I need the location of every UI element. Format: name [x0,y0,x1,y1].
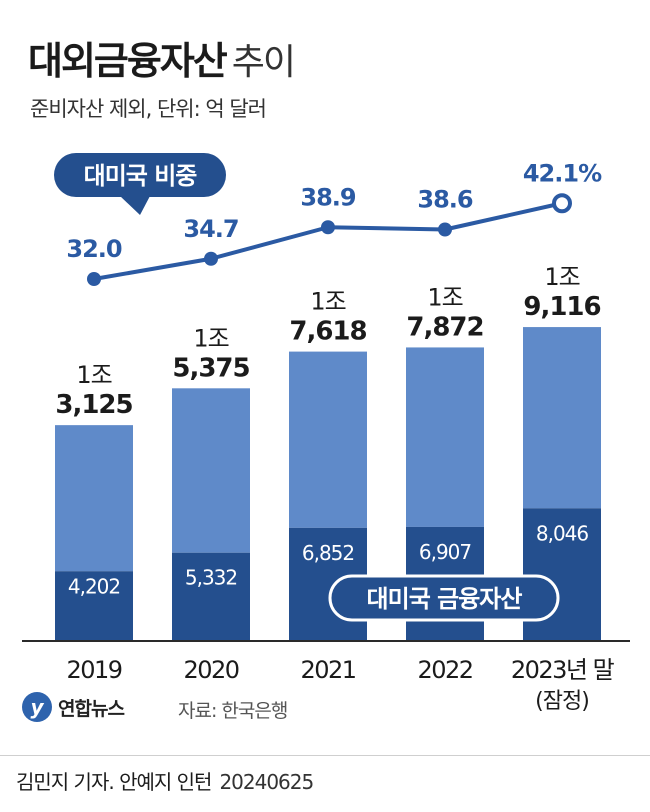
bar-total-label-top: 1조 [193,324,228,352]
bar-total-label-bottom: 9,116 [523,292,600,322]
bar-value-us-label: 6,907 [419,540,472,564]
x-tick-label: 2023년 말 [511,656,615,684]
bar-segment-other [55,425,133,572]
share-point [204,251,218,266]
footer-divider [0,755,650,756]
bar-total-label-top: 1조 [310,288,345,316]
bar-total-label-top: 1조 [544,263,579,291]
bar-total-label-bottom: 3,125 [55,390,132,420]
credit-line: 김민지 기자. 안예지 인턴 20240625 [16,766,314,795]
share-value-label: 42.1% [523,159,602,187]
bar-total-label-bottom: 5,375 [172,353,249,383]
yonhap-logo: y 연합뉴스 [22,692,125,722]
share-value-label: 38.6 [417,186,473,214]
share-point [321,220,335,235]
chart-title: 대외금융자산 추이 [28,30,296,85]
bar-total-label-bottom: 7,872 [406,312,483,342]
x-tick-label: 2020 [183,656,238,684]
x-tick-label: 2019 [66,656,121,684]
bar-segment-other [523,327,601,509]
legend-line-pointer [120,196,150,215]
x-tick-note: (잠정) [535,689,589,714]
title-main: 대외금융자산 [28,39,228,83]
share-value-label: 38.9 [300,183,356,211]
title-sub: 추이 [231,42,296,83]
bar-value-us-label: 5,332 [185,565,237,589]
bar-value-us-label: 6,852 [302,541,354,565]
bar-total-label-top: 1조 [427,283,462,311]
share-point [438,222,452,237]
chart-subtitle: 준비자산 제외, 단위: 억 달러 [30,97,267,121]
legend-line-badge [54,153,226,197]
share-value-label: 32.0 [66,235,122,263]
share-point [87,272,101,286]
credit-date: 20240625 [219,770,314,794]
bar-total-label-bottom: 7,618 [289,317,366,347]
share-line [93,201,563,281]
bar-segment-other [172,388,250,553]
legend-bar-label: 대미국 금융자산 [367,585,523,613]
share-point-last [552,193,572,214]
source-note: 자료: 한국은행 [178,700,288,722]
bar-value-us-label: 4,202 [68,575,120,599]
bar-segment-other [406,347,484,527]
legend-line-label: 대미국 비중 [84,162,198,190]
yonhap-logo-text: 연합뉴스 [58,697,125,720]
x-tick-label: 2021 [300,656,355,684]
yonhap-logo-icon: y [22,692,52,722]
credit-reporters: 김민지 기자. 안예지 인턴 [16,770,212,794]
bar-segment-us [55,571,133,640]
bar-segment-us [172,552,250,640]
bar-total-label-top: 1조 [76,361,111,389]
legend-bar-badge [328,574,560,622]
share-value-label: 34.7 [183,215,238,243]
bar-value-us-label: 8,046 [536,521,589,545]
bar-segment-other [289,351,367,528]
x-tick-label: 2022 [417,656,472,684]
